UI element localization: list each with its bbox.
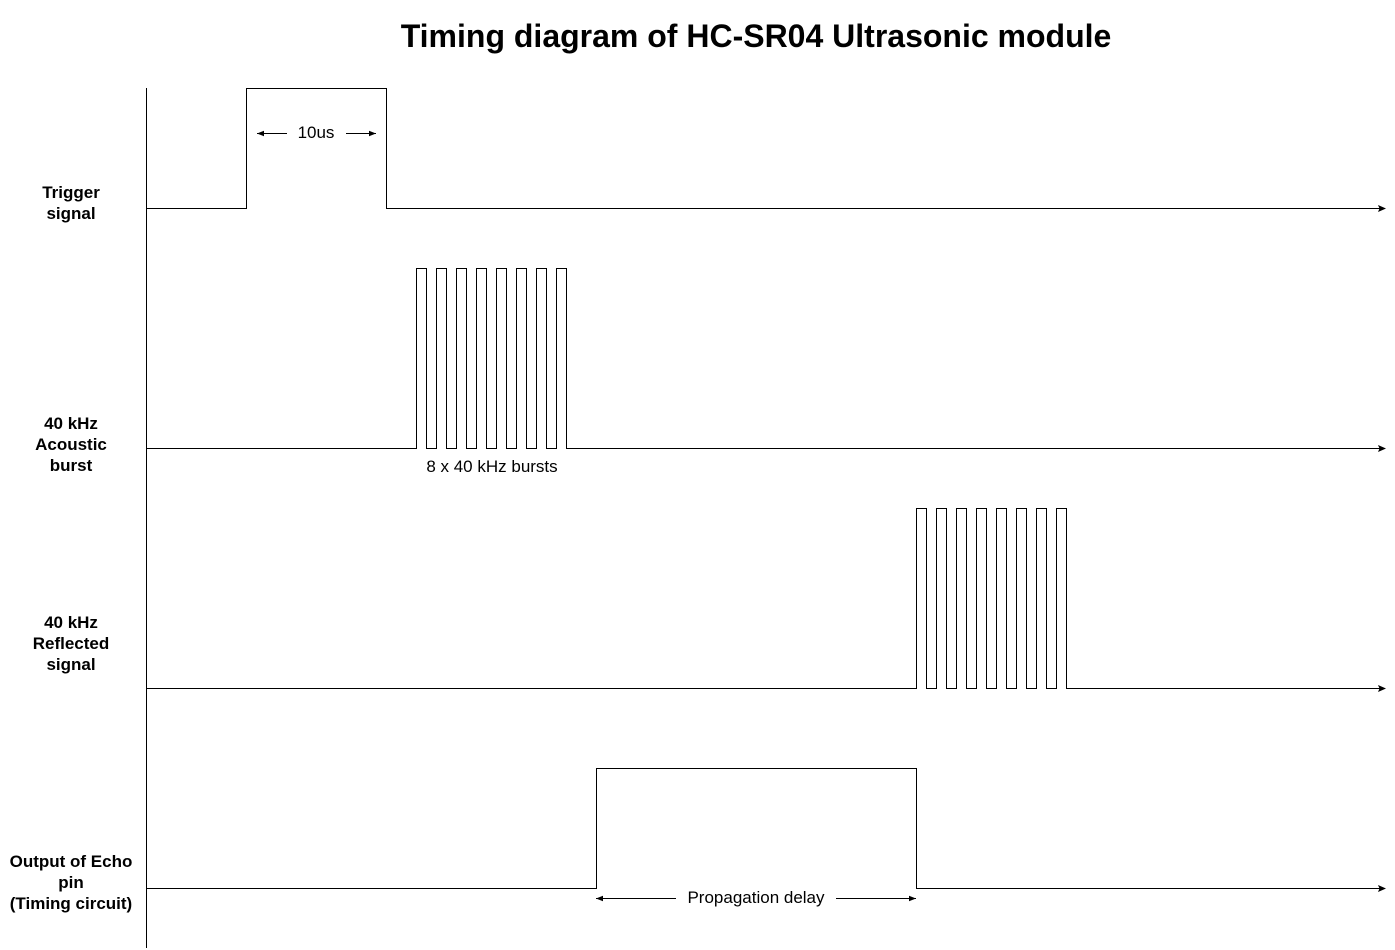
reflected-signal-waveform bbox=[146, 508, 1380, 689]
trigger-width-label: 10us bbox=[292, 123, 340, 143]
diagram-title: Timing diagram of HC-SR04 Ultrasonic mod… bbox=[400, 18, 1112, 54]
row-label-line: Reflected bbox=[32, 634, 110, 653]
echo-output-arrowhead bbox=[1378, 885, 1386, 892]
row-label-trigger: Trigger signal bbox=[0, 182, 142, 224]
row-label-line: 40 kHz bbox=[44, 414, 98, 433]
row-label-line: 40 kHz bbox=[44, 613, 98, 632]
row-label-line: pin bbox=[58, 873, 84, 892]
row-label-line: (Timing circuit) bbox=[9, 894, 133, 913]
trigger-arrowhead bbox=[1378, 205, 1386, 212]
propagation-delay-label: Propagation delay bbox=[678, 888, 834, 908]
row-label-line: Acoustic bbox=[35, 435, 107, 454]
row-label-line: signal bbox=[46, 655, 96, 674]
row-label-acoustic-burst: 40 kHz Acoustic burst bbox=[0, 413, 142, 476]
row-label-line: Trigger bbox=[42, 183, 100, 202]
echo-output-waveform bbox=[146, 768, 1380, 889]
burst-caption: 8 x 40 kHz bursts bbox=[426, 457, 558, 476]
row-label-reflected-signal: 40 kHz Reflected signal bbox=[0, 612, 142, 675]
row-label-line: Output of Echo bbox=[9, 852, 133, 871]
row-label-line: burst bbox=[49, 456, 93, 475]
row-label-line: signal bbox=[46, 204, 96, 223]
trigger-waveform bbox=[146, 88, 1380, 209]
acoustic-burst-arrowhead bbox=[1378, 445, 1386, 452]
reflected-signal-arrowhead bbox=[1378, 685, 1386, 692]
row-label-echo-output: Output of Echo pin (Timing circuit) bbox=[0, 851, 142, 914]
acoustic-burst-waveform bbox=[146, 268, 1380, 449]
